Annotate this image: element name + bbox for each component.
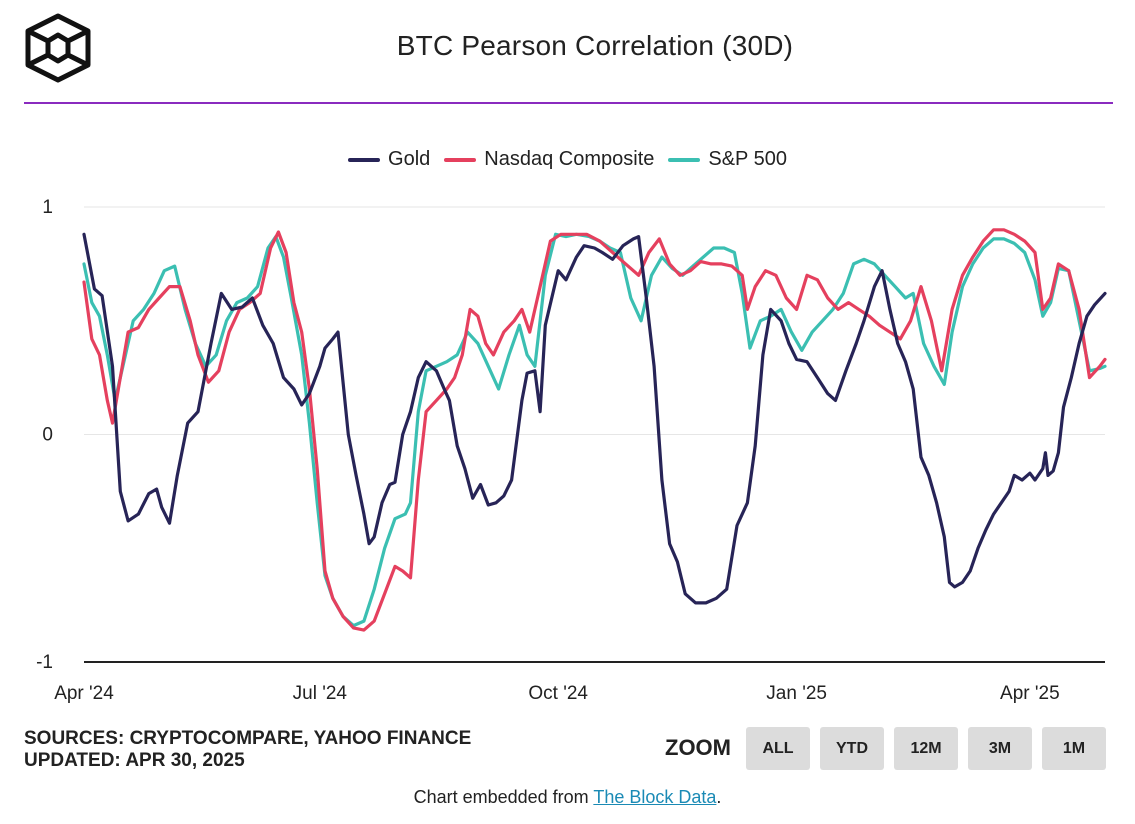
y-tick-label: -1 [36, 652, 53, 673]
y-tick-label: 0 [42, 425, 53, 446]
zoom-label: ZOOM [665, 735, 731, 760]
legend-item-sp500[interactable]: S&P 500 [668, 148, 787, 171]
footer-suffix: . [716, 787, 722, 807]
legend-label-nasdaq: Nasdaq Composite [484, 148, 655, 170]
x-tick-label: Apr '24 [54, 683, 114, 704]
sources-line: SOURCES: CRYPTOCOMPARE, YAHOO FINANCE [24, 728, 472, 749]
cube-logo-icon [25, 13, 91, 83]
the-block-data-link[interactable]: The Block Data [593, 787, 717, 807]
x-tick-label: Apr '25 [1000, 683, 1060, 704]
zoom-3m-button[interactable]: 3M [968, 727, 1032, 770]
legend-swatch-sp500 [668, 157, 701, 162]
series-line-gold [82, 232, 1107, 605]
zoom-1m-button[interactable]: 1M [1042, 727, 1106, 770]
zoom-12m-button[interactable]: 12M [894, 727, 958, 770]
legend-swatch-nasdaq [444, 157, 477, 162]
correlation-line-chart: -1 0 1 Apr '24 Jul '24 Oct '24 Jan '25 Apr '25 [36, 197, 1107, 704]
sources-note: SOURCES: CRYPTOCOMPARE, YAHOO FINANCE UP… [24, 728, 471, 772]
header-divider [24, 102, 1113, 104]
legend-label-sp500: S&P 500 [708, 148, 787, 170]
legend-item-gold[interactable]: Gold [348, 148, 430, 171]
legend-item-nasdaq[interactable]: Nasdaq Composite [444, 148, 654, 171]
chart-legend: Gold Nasdaq Composite S&P 500 [0, 148, 1135, 171]
legend-swatch-gold [348, 157, 381, 162]
zoom-ytd-button[interactable]: YTD [820, 727, 884, 770]
y-tick-label: 1 [42, 197, 53, 218]
footer-prefix: Chart embedded from [413, 787, 594, 807]
series-line-s-p-500 [82, 232, 1107, 628]
updated-line: UPDATED: APR 30, 2025 [24, 750, 245, 771]
x-tick-label: Jul '24 [293, 683, 348, 704]
legend-label-gold: Gold [388, 148, 431, 170]
chart-title: BTC Pearson Correlation (30D) [396, 30, 794, 61]
x-tick-label: Oct '24 [528, 683, 588, 704]
zoom-all-button[interactable]: ALL [746, 727, 810, 770]
x-tick-label: Jan '25 [766, 683, 827, 704]
embed-footer: Chart embedded from The Block Data. [0, 787, 1135, 808]
series-line-nasdaq-composite [82, 228, 1107, 632]
